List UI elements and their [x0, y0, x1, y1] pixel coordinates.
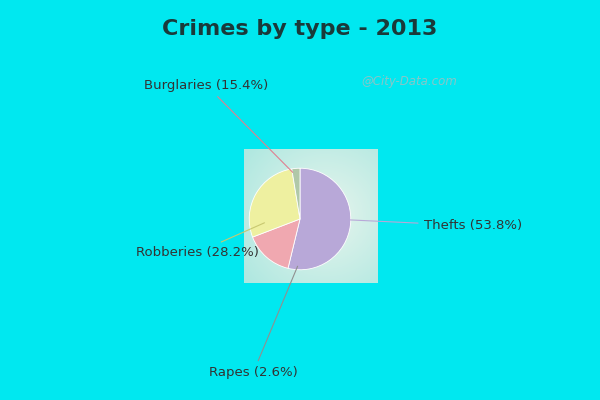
Text: Crimes by type - 2013: Crimes by type - 2013 [163, 18, 437, 39]
Text: Robberies (28.2%): Robberies (28.2%) [136, 223, 265, 259]
Wedge shape [292, 168, 300, 219]
Wedge shape [288, 168, 351, 270]
Wedge shape [249, 169, 300, 237]
Wedge shape [253, 219, 300, 268]
Text: Burglaries (15.4%): Burglaries (15.4%) [145, 79, 293, 172]
Text: Rapes (2.6%): Rapes (2.6%) [209, 266, 298, 379]
Text: Thefts (53.8%): Thefts (53.8%) [333, 219, 522, 232]
Text: @City-Data.com: @City-Data.com [361, 75, 457, 88]
